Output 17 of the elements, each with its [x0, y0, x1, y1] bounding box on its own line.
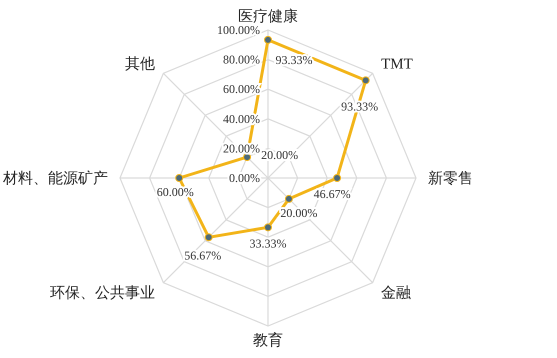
spoke-label: 其他	[124, 55, 155, 72]
y-tick-label: 0.00%	[229, 171, 260, 185]
spoke-label: 医疗健康	[238, 8, 298, 25]
y-tick-label: 80.00%	[223, 52, 260, 67]
spoke-label: 教育	[253, 332, 283, 349]
spoke-label: 材料、能源矿产	[2, 170, 108, 187]
data-label: 56.67%	[184, 248, 222, 262]
data-label: 93.33%	[276, 52, 312, 67]
spoke-label: 环保、公共事业	[50, 284, 155, 302]
data-label: 33.33%	[250, 236, 286, 250]
y-tick-label: 100.00%	[217, 23, 260, 37]
spoke-label: TMT	[381, 56, 413, 72]
data-label: 20.00%	[261, 148, 298, 162]
data-label: 46.67%	[314, 187, 351, 201]
spoke-label: 金融	[381, 284, 412, 302]
spoke-label: 新零售	[428, 170, 473, 187]
data-label: 20.00%	[280, 206, 318, 220]
